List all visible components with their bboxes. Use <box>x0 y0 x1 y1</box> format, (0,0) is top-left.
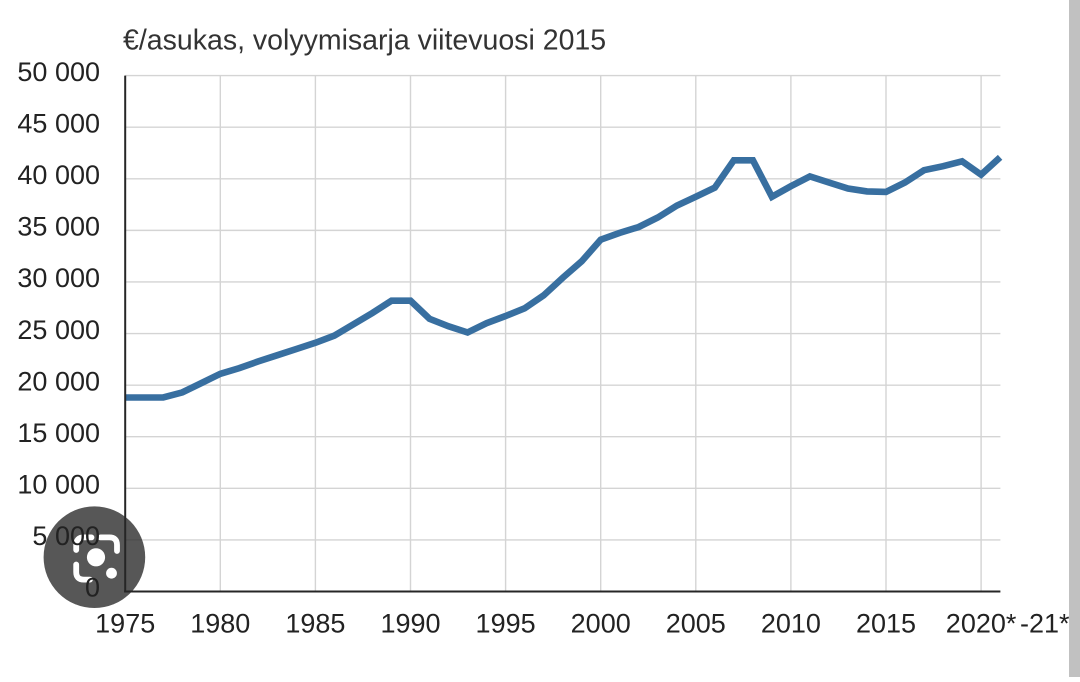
svg-text:5 000: 5 000 <box>32 521 100 551</box>
svg-text:45 000: 45 000 <box>17 108 100 138</box>
svg-text:30 000: 30 000 <box>17 263 100 293</box>
svg-text:1990: 1990 <box>380 609 440 639</box>
svg-text:15 000: 15 000 <box>17 418 100 448</box>
svg-text:2005: 2005 <box>666 609 726 639</box>
svg-text:1995: 1995 <box>476 609 536 639</box>
svg-text:1980: 1980 <box>190 609 250 639</box>
svg-text:1985: 1985 <box>285 609 345 639</box>
svg-text:50 000: 50 000 <box>17 57 100 87</box>
svg-text:2010: 2010 <box>761 609 821 639</box>
svg-text:1975: 1975 <box>95 609 155 639</box>
svg-text:€/asukas, volyymisarja viitevu: €/asukas, volyymisarja viitevuosi 2015 <box>123 25 606 57</box>
svg-text:2000: 2000 <box>571 609 631 639</box>
svg-text:-21*: -21* <box>1020 609 1070 639</box>
svg-text:20 000: 20 000 <box>17 366 100 396</box>
svg-text:35 000: 35 000 <box>17 212 100 242</box>
svg-text:2020*: 2020* <box>946 609 1017 639</box>
svg-text:25 000: 25 000 <box>17 315 100 345</box>
svg-text:40 000: 40 000 <box>17 160 100 190</box>
svg-text:10 000: 10 000 <box>17 470 100 500</box>
svg-text:2015: 2015 <box>856 609 916 639</box>
svg-text:0: 0 <box>85 573 100 603</box>
